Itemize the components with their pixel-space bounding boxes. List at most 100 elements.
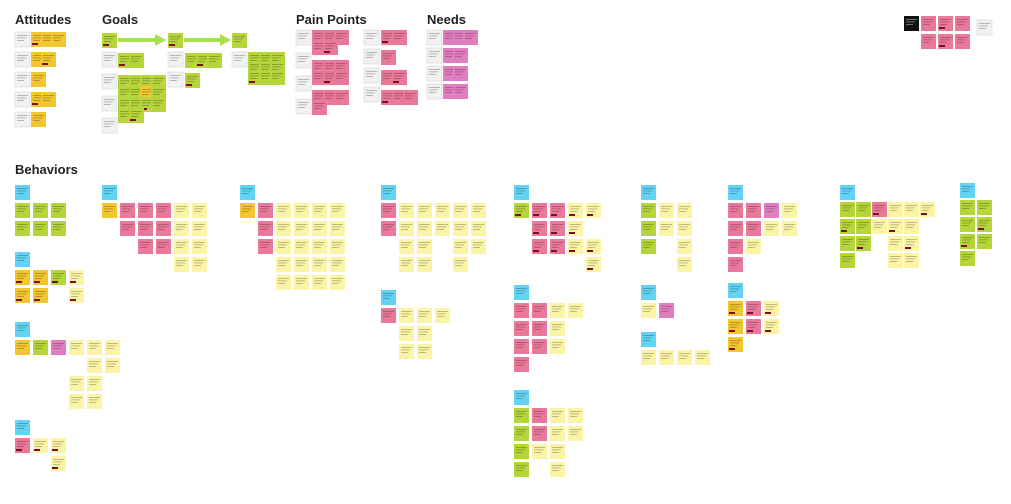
note-scribble [158,242,169,243]
note-scribble [445,89,454,91]
note-scribble [455,71,464,73]
note-body [514,390,529,405]
note-scribble [296,211,303,212]
note-scribble [336,93,347,94]
note-scribble [455,51,466,52]
note-body [334,70,349,85]
note-scribble [842,188,853,189]
note-body [453,84,468,99]
note-scribble [120,61,127,62]
note-body [120,203,135,218]
note-scribble [534,431,543,433]
note-scribble [314,229,321,230]
note-body [904,16,919,31]
sticky-note [276,203,291,218]
sticky-note [856,219,871,234]
note-scribble [429,56,436,57]
note-scribble [748,304,759,305]
note-scribble [534,244,543,246]
sticky-note [14,51,31,68]
note-scribble [419,331,428,333]
note-scribble [858,244,865,245]
note-body [41,92,56,107]
note-scribble [534,429,545,430]
note-scribble [71,293,80,295]
note-scribble [17,55,28,56]
note-scribble [923,21,932,23]
sticky-note [728,257,743,272]
note-scribble [534,449,543,451]
note-scribble [962,186,973,187]
note-scribble [332,244,341,246]
note-scribble [401,349,410,351]
note-body [399,203,414,218]
note-scribble [842,244,849,245]
note-scribble [71,381,80,383]
note-scribble [445,51,456,52]
note-scribble [332,265,339,266]
note-scribble [158,206,169,207]
note-scribble [643,290,652,292]
sticky-note [101,95,118,112]
note-body [295,29,312,46]
note-body [51,340,66,355]
note-scribble [33,120,40,121]
note-scribble [552,208,561,210]
note-scribble [465,33,476,34]
sticky-note [960,217,975,232]
sticky-note [69,376,84,391]
note-scribble [296,224,307,225]
note-scribble [516,360,527,361]
note-scribble [419,262,428,264]
note-scribble [394,93,405,94]
sticky-note [514,357,529,372]
note-scribble [298,102,309,103]
note-scribble [325,98,332,99]
note-scribble [142,80,151,82]
note-scribble [242,211,249,212]
note-scribble [17,330,24,331]
section-heading: Goals [102,12,138,27]
note-scribble [394,75,403,77]
note-scribble [383,38,390,39]
note-scribble [552,431,561,433]
sticky-note [514,285,529,300]
sticky-note [174,257,189,272]
note-body [960,200,975,215]
note-scribble [89,343,100,344]
note-body [381,203,396,218]
note-scribble [922,205,933,206]
note-tag [533,214,539,216]
note-scribble [336,35,345,37]
note-scribble [679,242,690,243]
note-scribble [383,58,390,59]
note-body [532,444,547,459]
note-body [921,16,936,31]
note-scribble [473,229,480,230]
note-scribble [906,21,915,23]
note-scribble [332,280,341,282]
note-scribble [43,40,50,41]
note-scribble [570,311,577,312]
note-scribble [366,76,373,77]
sticky-note [334,70,349,85]
note-scribble [383,224,394,225]
note-scribble [383,190,392,192]
note-scribble [445,35,454,37]
note-scribble [516,347,523,348]
sticky-note [695,350,710,365]
note-scribble [120,102,129,104]
note-body [532,303,547,318]
sticky-note [435,221,450,236]
note-scribble [516,398,523,399]
note-scribble [336,33,347,34]
sticky-note [363,86,380,103]
sticky-note [641,303,656,318]
note-scribble [71,402,78,403]
note-scribble [383,53,394,54]
note-scribble [383,193,390,194]
note-body [276,203,291,218]
sticky-note [417,344,432,359]
note-scribble [858,224,867,226]
sticky-note [15,203,30,218]
